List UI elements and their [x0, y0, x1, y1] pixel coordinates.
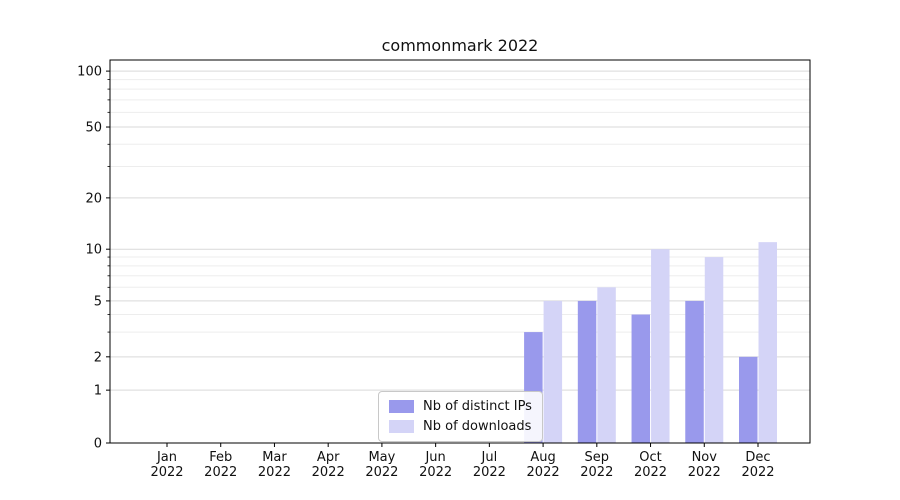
legend-item: Nb of downloads	[389, 420, 532, 433]
x-tick-label-month: Jun	[424, 450, 445, 465]
x-tick-label-month: Dec	[745, 450, 770, 465]
legend-item: Nb of distinct IPs	[389, 400, 532, 413]
x-tick-label-month: May	[368, 450, 395, 465]
x-tick-label-year: 2022	[258, 465, 291, 480]
legend: Nb of distinct IPs Nb of downloads	[378, 391, 543, 442]
x-tick-label-year: 2022	[473, 465, 506, 480]
y-tick-label: 2	[94, 350, 102, 365]
x-tick-label-year: 2022	[365, 465, 398, 480]
y-tick-label: 50	[85, 121, 102, 136]
y-tick-label: 5	[94, 294, 102, 309]
x-tick-label-month: Nov	[692, 450, 718, 465]
y-tick-label: 10	[85, 243, 102, 258]
x-tick-label-month: Jul	[481, 450, 498, 465]
chart-title: commonmark 2022	[381, 36, 539, 55]
x-tick-label-month: Sep	[585, 450, 610, 465]
bar	[704, 257, 724, 443]
x-tick-label-year: 2022	[634, 465, 667, 480]
bar	[739, 356, 758, 443]
bar	[543, 300, 563, 443]
y-tick-label: 0	[94, 437, 102, 452]
y-tick-label: 20	[85, 191, 102, 206]
x-tick-label-year: 2022	[419, 465, 452, 480]
bar	[758, 242, 777, 443]
x-tick-label-month: Oct	[639, 450, 661, 465]
legend-swatch-distinct-ips	[389, 400, 414, 413]
x-tick-label-year: 2022	[527, 465, 560, 480]
x-tick-label-year: 2022	[312, 465, 345, 480]
y-tick-label: 1	[94, 384, 102, 399]
x-tick-label-month: Feb	[209, 450, 232, 465]
bar	[685, 300, 704, 443]
x-tick-label-year: 2022	[741, 465, 774, 480]
legend-label-distinct-ips: Nb of distinct IPs	[423, 399, 532, 414]
axis-frame	[109, 59, 811, 444]
bar	[597, 287, 616, 443]
x-tick-label-year: 2022	[150, 465, 183, 480]
x-tick-label-year: 2022	[580, 465, 613, 480]
x-tick-label-month: Mar	[262, 450, 287, 465]
legend-label-downloads: Nb of downloads	[423, 419, 532, 434]
legend-swatch-downloads	[389, 420, 414, 433]
y-tick-label: 100	[77, 65, 102, 80]
bar	[651, 249, 670, 443]
x-tick-label-year: 2022	[688, 465, 721, 480]
bar	[631, 314, 651, 443]
x-tick-label-year: 2022	[204, 465, 237, 480]
x-tick-label-month: Apr	[317, 450, 340, 465]
bar	[577, 300, 597, 443]
x-tick-label-month: Jan	[156, 450, 177, 465]
x-tick-label-month: Aug	[530, 450, 555, 465]
